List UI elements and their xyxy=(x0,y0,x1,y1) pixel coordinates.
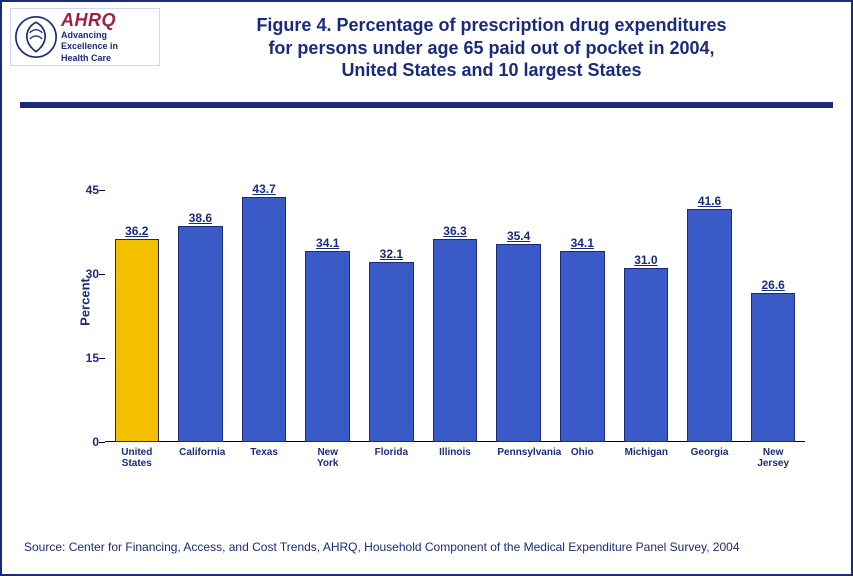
bar-value-label: 36.2 xyxy=(116,224,159,238)
bar-category-label: Ohio xyxy=(561,447,604,458)
bar: 36.3Illinois xyxy=(433,239,478,442)
bar-value-label: 36.3 xyxy=(434,224,477,238)
y-tick-label: 15 xyxy=(86,351,99,365)
bar-value-label: 35.4 xyxy=(497,229,540,243)
ahrq-tagline-1: Advancing xyxy=(61,31,118,40)
y-tick-label: 0 xyxy=(92,435,99,449)
header: AHRQ Advancing Excellence in Health Care… xyxy=(2,2,851,102)
ahrq-tagline-2: Excellence in xyxy=(61,42,118,51)
bar-value-label: 38.6 xyxy=(179,211,222,225)
title-line-2: for persons under age 65 paid out of poc… xyxy=(172,37,811,60)
hhs-seal-icon xyxy=(15,16,57,58)
bar: 32.1Florida xyxy=(369,262,414,442)
y-tick-label: 45 xyxy=(86,183,99,197)
bar-value-label: 43.7 xyxy=(243,182,286,196)
bar-category-label: Illinois xyxy=(434,447,477,458)
bar: 36.2UnitedStates xyxy=(115,239,160,442)
bar-chart: Percent 015304536.2UnitedStates38.6Calif… xyxy=(57,132,817,492)
bar-value-label: 34.1 xyxy=(306,236,349,250)
y-tick xyxy=(99,274,105,275)
bar-value-label: 34.1 xyxy=(561,236,604,250)
bar-value-label: 31.0 xyxy=(625,253,668,267)
y-tick-label: 30 xyxy=(86,267,99,281)
bar-category-label: NewYork xyxy=(306,447,349,469)
title-line-3: United States and 10 largest States xyxy=(172,59,811,82)
ahrq-tagline-3: Health Care xyxy=(61,54,118,63)
y-tick xyxy=(99,190,105,191)
bar-value-label: 32.1 xyxy=(370,247,413,261)
source-citation: Source: Center for Financing, Access, an… xyxy=(24,540,740,554)
bar: 34.1Ohio xyxy=(560,251,605,442)
y-axis-label: Percent xyxy=(77,278,92,326)
bar-category-label: UnitedStates xyxy=(116,447,159,469)
bar-category-label: NewJersey xyxy=(752,447,795,469)
bar: 41.6Georgia xyxy=(687,209,732,442)
y-tick xyxy=(99,358,105,359)
bar-value-label: 41.6 xyxy=(688,194,731,208)
plot-region: Percent 015304536.2UnitedStates38.6Calif… xyxy=(105,162,805,442)
title-line-1: Figure 4. Percentage of prescription dru… xyxy=(172,14,811,37)
bar: 34.1NewYork xyxy=(305,251,350,442)
bar: 38.6California xyxy=(178,226,223,442)
header-rule xyxy=(20,102,833,108)
bar: 31.0Michigan xyxy=(624,268,669,442)
bar: 35.4Pennsylvania xyxy=(496,244,541,442)
bar-value-label: 26.6 xyxy=(752,278,795,292)
y-tick xyxy=(99,442,105,443)
ahrq-text: AHRQ Advancing Excellence in Health Care xyxy=(61,11,118,63)
bar-category-label: Michigan xyxy=(625,447,668,458)
bar-category-label: Florida xyxy=(370,447,413,458)
bar: 26.6NewJersey xyxy=(751,293,796,442)
bar-category-label: Pennsylvania xyxy=(497,447,540,458)
bar-category-label: California xyxy=(179,447,222,458)
figure-frame: AHRQ Advancing Excellence in Health Care… xyxy=(0,0,853,576)
ahrq-brand-label: AHRQ xyxy=(61,11,118,29)
ahrq-logo: AHRQ Advancing Excellence in Health Care xyxy=(10,8,160,66)
bar-category-label: Georgia xyxy=(688,447,731,458)
figure-title: Figure 4. Percentage of prescription dru… xyxy=(172,14,811,82)
bar: 43.7Texas xyxy=(242,197,287,442)
bar-category-label: Texas xyxy=(243,447,286,458)
